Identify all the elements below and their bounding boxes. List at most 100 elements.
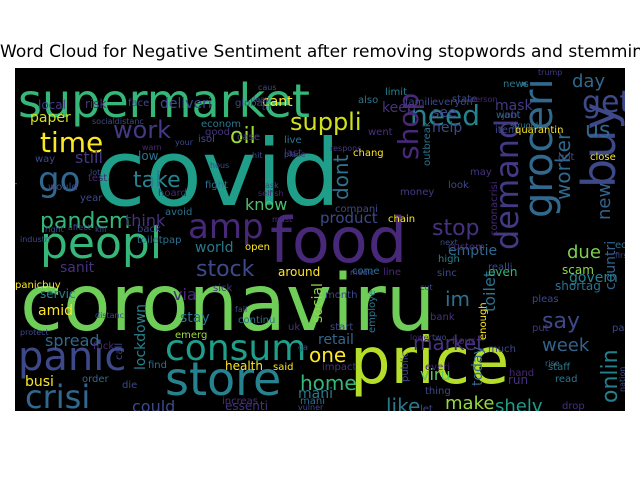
word-quarantin: quarantin bbox=[515, 125, 563, 136]
word-person: person bbox=[470, 95, 497, 104]
word-need: need bbox=[410, 99, 480, 132]
word-vulner: vulner bbox=[298, 403, 324, 412]
word-deliveri: deliveri bbox=[160, 96, 212, 112]
word-mask: mask bbox=[495, 98, 534, 114]
word-coronaviru: coronaviru bbox=[20, 259, 435, 349]
word-medic: medic bbox=[350, 268, 374, 277]
word-went: went bbox=[368, 127, 393, 138]
word-start: start bbox=[330, 322, 353, 333]
word-buy: buy bbox=[572, 102, 626, 188]
word-social: social bbox=[310, 283, 326, 323]
word-could: could bbox=[132, 397, 175, 416]
word-price: price bbox=[350, 325, 509, 399]
word-like: like bbox=[386, 394, 420, 418]
word-hour: hour bbox=[452, 336, 476, 347]
word-rise: rise bbox=[545, 359, 560, 368]
word-sinc: sinc bbox=[437, 268, 457, 279]
word-panic: panic bbox=[18, 334, 126, 380]
word-back: back bbox=[137, 224, 161, 235]
word-make: make bbox=[445, 393, 494, 414]
word-fight: fight bbox=[205, 180, 228, 191]
word-right: right bbox=[45, 225, 64, 234]
word-said: said bbox=[273, 362, 293, 373]
word-your: your bbox=[175, 138, 194, 147]
word-mani: mani bbox=[298, 386, 333, 402]
word-health: health bbox=[225, 359, 263, 373]
word-pleas: pleas bbox=[532, 294, 559, 305]
word-scam: scam bbox=[562, 263, 594, 277]
word-lockdown: lockdown bbox=[133, 304, 149, 370]
word-everyon: everyon bbox=[432, 97, 473, 108]
word-covid: covid bbox=[95, 120, 340, 227]
word-worker: worker bbox=[551, 131, 575, 200]
word-paper: paper bbox=[30, 110, 71, 126]
word-respons: respons bbox=[330, 144, 361, 153]
word-panicbuy: panicbuy bbox=[15, 280, 61, 291]
word-year: year bbox=[80, 193, 103, 204]
word-open: open bbox=[245, 242, 270, 253]
word-impact: impact bbox=[322, 362, 356, 373]
word-good: good bbox=[205, 127, 230, 138]
word-report: report bbox=[7, 164, 18, 195]
word-call: call bbox=[114, 343, 125, 360]
word-line: line bbox=[383, 267, 401, 278]
word-staff: staff bbox=[548, 362, 571, 373]
word-two: two bbox=[432, 333, 447, 342]
word-us: us bbox=[585, 118, 610, 143]
word-job: job bbox=[501, 110, 517, 121]
word-crisi: crisi bbox=[25, 378, 90, 416]
word-hous: hous bbox=[210, 161, 229, 170]
word-nation: nation bbox=[618, 367, 627, 392]
word-take: take bbox=[133, 168, 181, 193]
word-stop: stop bbox=[432, 216, 480, 241]
word-month: month bbox=[325, 290, 357, 301]
word-state: state bbox=[452, 94, 477, 105]
word-money: money bbox=[400, 187, 434, 198]
word-sanit: sanit bbox=[60, 260, 95, 276]
word-hoard: hoard bbox=[158, 188, 187, 199]
word-spread: spread bbox=[45, 331, 100, 350]
word-hand: hand bbox=[509, 368, 534, 379]
word-compani: compani bbox=[335, 204, 378, 215]
word-enough: enough bbox=[478, 302, 489, 340]
word-home: home bbox=[300, 371, 357, 395]
word-read: read bbox=[555, 374, 578, 385]
word-item: item bbox=[495, 125, 518, 136]
word-via: via bbox=[173, 285, 197, 304]
word-must: must bbox=[272, 215, 292, 224]
word-busi: busi bbox=[25, 374, 54, 390]
word-help: help bbox=[432, 120, 462, 136]
word-everi: everi bbox=[425, 362, 450, 373]
word-supermarket: supermarket bbox=[18, 74, 310, 128]
word-pay: pay bbox=[612, 323, 630, 334]
word-affect: affect bbox=[68, 223, 91, 232]
word-essenti: essenti bbox=[225, 399, 268, 413]
word-get: get bbox=[582, 85, 632, 120]
word-pandem: pandem bbox=[40, 209, 130, 234]
word-close: close bbox=[590, 152, 616, 163]
word-chang: chang bbox=[353, 148, 384, 159]
word-amid: amid bbox=[38, 303, 73, 319]
word-tri: tri bbox=[262, 103, 271, 112]
word-market: market bbox=[413, 331, 484, 355]
word-ga: ga bbox=[298, 343, 308, 352]
word-live: live bbox=[284, 135, 302, 146]
word-isol: isol bbox=[198, 134, 215, 145]
word-trump: trump bbox=[538, 68, 562, 77]
word-limit: limit bbox=[385, 87, 407, 98]
word-lot: lot bbox=[90, 168, 100, 177]
word-leav: leav bbox=[253, 95, 270, 104]
word-protect: protect bbox=[20, 328, 49, 337]
word-stock: stock bbox=[196, 257, 255, 282]
word-kill: kill bbox=[95, 225, 106, 234]
word-want: want bbox=[496, 110, 521, 121]
word-week: week bbox=[542, 335, 590, 356]
word-face: face bbox=[128, 98, 149, 109]
word-low: low bbox=[138, 149, 159, 163]
word-let: let bbox=[420, 404, 433, 415]
word-still: still bbox=[75, 148, 103, 167]
word-fall: fall bbox=[235, 305, 247, 314]
word-world: world bbox=[195, 240, 234, 256]
word-run: run bbox=[508, 373, 528, 387]
